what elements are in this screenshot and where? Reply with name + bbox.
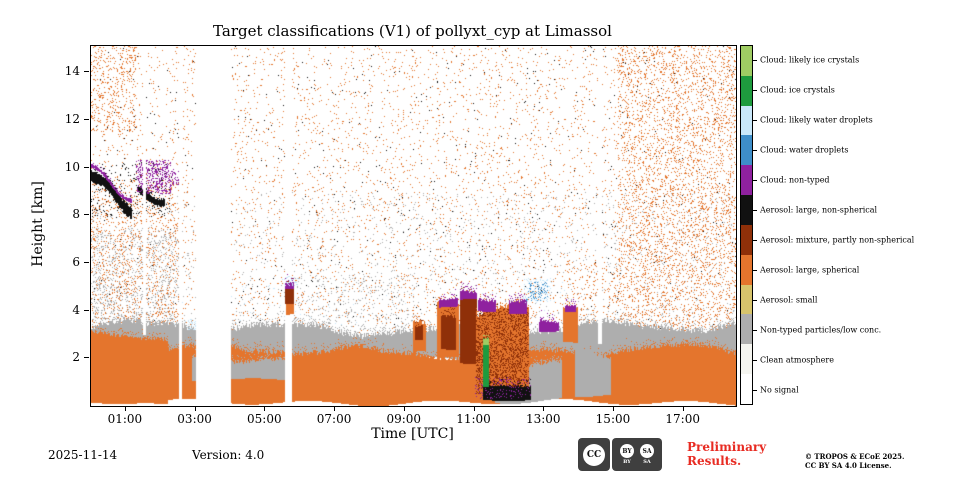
legend-label-cloud_likely_water: Cloud: likely water droplets [760, 115, 873, 125]
x-tick-mark [264, 406, 266, 411]
x-tick-mark [334, 406, 336, 411]
y-tick-mark [84, 357, 89, 359]
colorbar-segment-cloud_ice [741, 75, 752, 106]
x-tick-label: 11:00 [456, 412, 491, 426]
y-tick-mark [84, 166, 89, 168]
colorbar-segment-aerosol_large_spherical [741, 254, 752, 285]
y-tick-label: 6 [72, 254, 80, 269]
cc-logo: CC [578, 438, 610, 471]
classification-heatmap [91, 46, 736, 406]
legend-label-aerosol_small: Aerosol: small [760, 295, 818, 305]
y-tick-mark [84, 214, 89, 216]
colorbar-tick [753, 270, 757, 271]
date-label: 2025-11-14 [48, 448, 118, 462]
colorbar-tick [753, 150, 757, 151]
y-tick-label: 14 [64, 64, 80, 79]
colorbar-tick [753, 60, 757, 61]
y-tick-mark [84, 71, 89, 73]
colorbar-tick [753, 180, 757, 181]
legend-label-cloud_ice: Cloud: ice crystals [760, 85, 835, 95]
x-tick-label: 03:00 [177, 412, 212, 426]
colorbar-segment-aerosol_small [741, 284, 752, 315]
preliminary-line1: Preliminary [687, 440, 767, 454]
copyright-line1: © TROPOS & ECoE 2025. [805, 452, 905, 461]
colorbar-segment-cloud_nontyped [741, 165, 752, 196]
y-tick-label: 12 [64, 111, 80, 126]
y-tick-label: 8 [72, 207, 80, 222]
x-tick-mark [612, 406, 614, 411]
colorbar-tick [753, 240, 757, 241]
colorbar-segment-cloud_water [741, 135, 752, 166]
x-tick-mark [403, 406, 405, 411]
plot-area [90, 45, 737, 407]
colorbar-segment-cloud_likely_water [741, 105, 752, 136]
colorbar [740, 45, 753, 405]
cc-by-sa-logo: BY BY SA SA [612, 438, 662, 471]
x-tick-label: 05:00 [247, 412, 282, 426]
y-tick-mark [84, 309, 89, 311]
x-tick-mark [473, 406, 475, 411]
y-tick-mark [84, 261, 89, 263]
x-tick-label: 09:00 [386, 412, 422, 426]
colorbar-segment-cloud_likely_ice [741, 46, 752, 76]
colorbar-segment-aerosol_mixture [741, 224, 752, 255]
cc-sa-icon: SA [640, 444, 654, 458]
cc-license-badge: CC BY BY SA SA [578, 438, 662, 471]
page-title: Target classifications (V1) of pollyxt_c… [213, 22, 612, 40]
copyright-note: © TROPOS & ECoE 2025. CC BY SA 4.0 Licen… [805, 452, 904, 470]
x-tick-mark [194, 406, 196, 411]
colorbar-segment-no_signal [741, 374, 752, 404]
x-axis-label: Time [UTC] [371, 426, 454, 442]
x-tick-label: 17:00 [665, 412, 700, 426]
x-tick-mark [682, 406, 684, 411]
x-tick-label: 01:00 [107, 412, 143, 426]
colorbar-segment-nontyped_low_conc [741, 314, 752, 345]
x-tick-label: 15:00 [595, 412, 631, 426]
y-axis-label: Height [km] [30, 181, 46, 267]
y-tick-mark [84, 118, 89, 120]
y-tick-label: 10 [64, 159, 80, 174]
preliminary-results-note: Preliminary Results. [687, 440, 766, 468]
legend-label-cloud_likely_ice: Cloud: likely ice crystals [760, 55, 860, 65]
colorbar-tick [753, 90, 757, 91]
legend-label-cloud_nontyped: Cloud: non-typed [760, 175, 830, 185]
y-tick-label: 2 [72, 350, 80, 365]
x-tick-mark [543, 406, 545, 411]
colorbar-tick [753, 330, 757, 331]
colorbar-tick [753, 120, 757, 121]
x-tick-mark [124, 406, 126, 411]
preliminary-line2: Results. [687, 454, 742, 468]
legend-label-aerosol_large_nonspherical: Aerosol: large, non-spherical [760, 205, 878, 215]
version-label: Version: 4.0 [192, 448, 265, 462]
legend-label-no_signal: No signal [760, 385, 799, 395]
cc-by-caption: BY [623, 459, 631, 465]
copyright-line2: CC BY SA 4.0 License. [805, 461, 892, 470]
colorbar-tick [753, 390, 757, 391]
legend-label-nontyped_low_conc: Non-typed particles/low conc. [760, 325, 882, 335]
colorbar-tick [753, 210, 757, 211]
x-tick-label: 13:00 [525, 412, 561, 426]
cc-sa-caption: SA [643, 459, 651, 465]
legend-label-cloud_water: Cloud: water droplets [760, 145, 849, 155]
colorbar-segment-clean_atmosphere [741, 344, 752, 375]
colorbar-tick [753, 360, 757, 361]
colorbar-segment-aerosol_large_nonspherical [741, 195, 752, 225]
y-tick-label: 4 [72, 302, 80, 317]
colorbar-tick [753, 300, 757, 301]
legend-label-aerosol_mixture: Aerosol: mixture, partly non-spherical [760, 235, 915, 245]
legend-label-aerosol_large_spherical: Aerosol: large, spherical [760, 265, 860, 275]
x-tick-label: 07:00 [316, 412, 352, 426]
cc-by-icon: BY [620, 444, 634, 458]
legend-label-clean_atmosphere: Clean atmosphere [760, 355, 834, 365]
cc-icon: CC [583, 443, 605, 466]
